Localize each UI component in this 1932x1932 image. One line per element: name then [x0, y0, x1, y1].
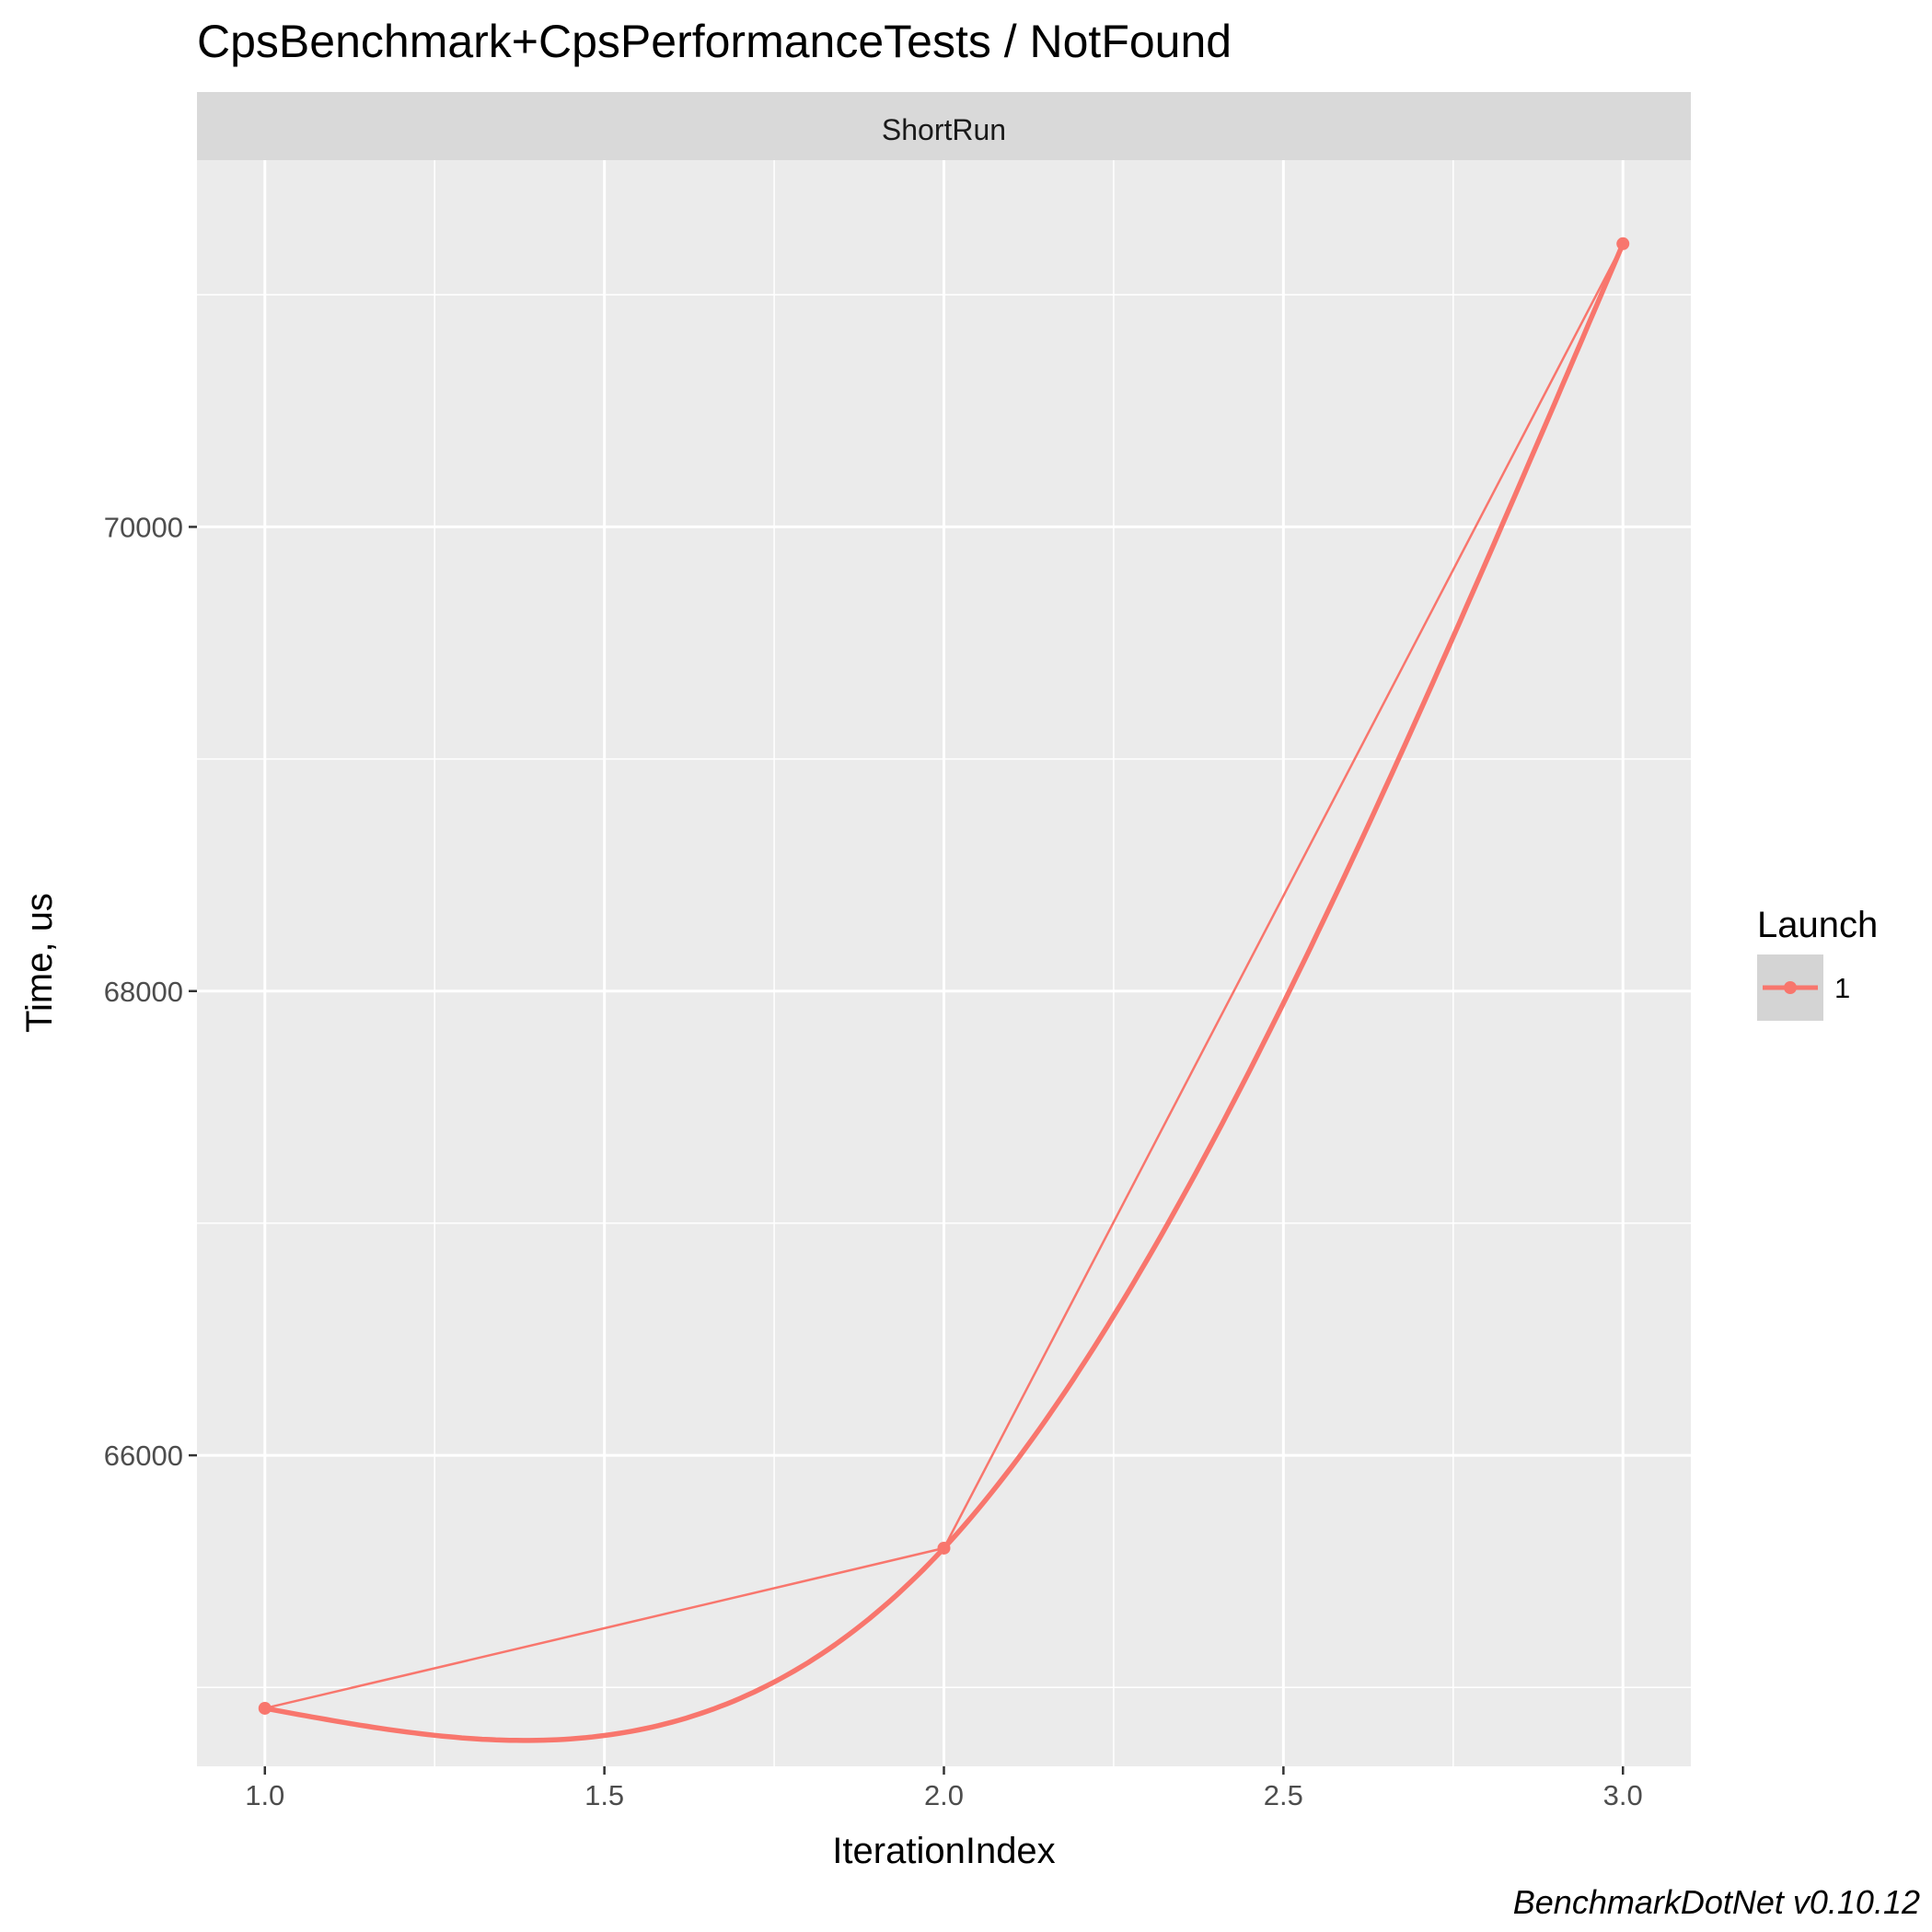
x-tick-label: 1.5	[584, 1779, 624, 1811]
x-tick-label: 1.0	[245, 1779, 284, 1811]
major-gridlines	[197, 160, 1691, 1766]
legend-title: Launch	[1757, 905, 1878, 945]
caption: BenchmarkDotNet v0.10.12	[1513, 1883, 1920, 1921]
x-tick-label: 2.5	[1264, 1779, 1303, 1811]
y-tick-label: 66000	[104, 1440, 183, 1472]
x-axis-title: IterationIndex	[832, 1831, 1055, 1871]
data-point	[937, 1541, 951, 1555]
legend-label: 1	[1834, 972, 1850, 1004]
series-points	[258, 237, 1630, 1715]
y-axis: 66000 68000 70000	[104, 511, 197, 1472]
data-point	[1616, 237, 1630, 250]
facet-label: ShortRun	[882, 113, 1006, 146]
facet-strip	[197, 92, 1691, 160]
legend-key-point	[1784, 981, 1797, 994]
legend: Launch 1	[1757, 905, 1878, 1021]
y-tick-label: 70000	[104, 511, 183, 543]
x-axis: 1.0 1.5 2.0 2.5 3.0	[245, 1766, 1643, 1811]
data-point	[258, 1701, 272, 1715]
y-axis-title: Time, us	[19, 893, 60, 1033]
y-tick-label: 68000	[104, 976, 183, 1008]
chart-title: CpsBenchmark+CpsPerformanceTests / NotFo…	[197, 16, 1232, 67]
x-tick-label: 3.0	[1603, 1779, 1643, 1811]
x-tick-label: 2.0	[924, 1779, 964, 1811]
